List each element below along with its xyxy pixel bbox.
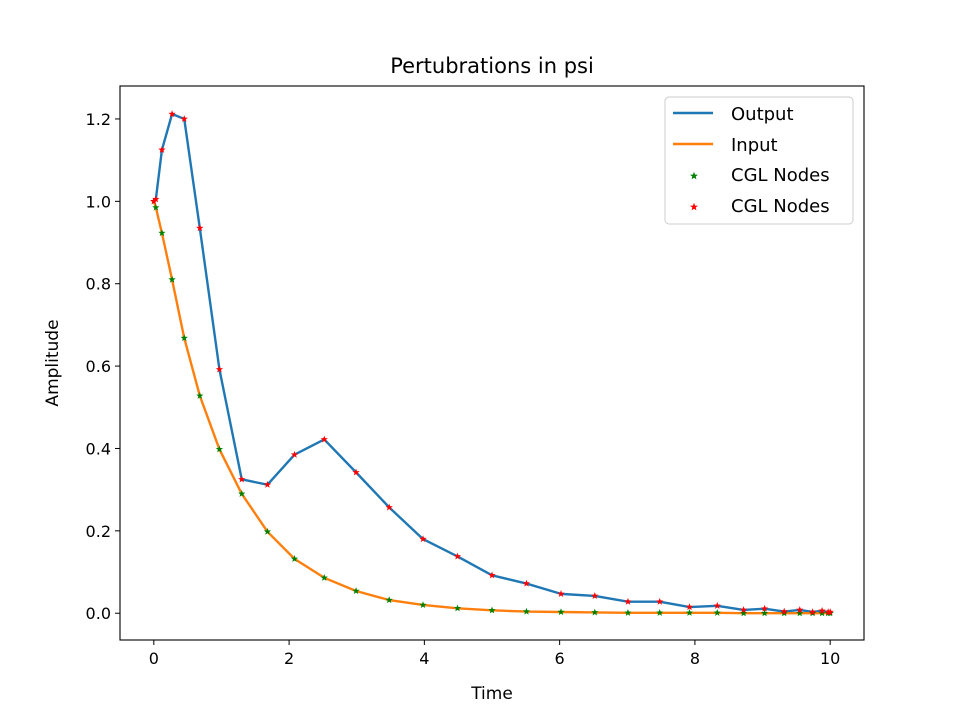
cgl-node-point [168,110,176,118]
legend-box [664,96,854,225]
cgl-node-point [238,489,246,497]
cgl-node-point [320,435,328,443]
cgl-node-point [760,604,769,612]
x-tick-label: 0 [149,649,159,668]
cgl-node-point [263,527,272,535]
cgl-node-point [796,606,804,614]
cgl-node-point [290,450,299,458]
cgl-node-point [656,609,664,616]
legend-swatch-star [690,171,698,180]
cgl-node-point [591,608,599,616]
legend-label: CGL Nodes [731,196,830,217]
cgl-node-point [713,602,721,609]
legend-label: Output [731,104,794,125]
y-axis-label: Amplitude [43,319,63,406]
cgl-node-point [826,608,834,616]
cgl-node-point [320,574,328,581]
series-line-input [152,200,831,615]
cgl-node-point [352,587,360,595]
legend-swatch-star [690,202,698,211]
legend-label: CGL Nodes [731,165,830,186]
x-axis-label: Time [470,684,513,704]
cgl-node-point [152,203,160,211]
cgl-node-point [818,606,826,614]
cgl-node-point [488,606,496,614]
cgl-node-point [180,334,188,342]
x-tick-label: 8 [690,649,700,668]
cgl-node-point [180,115,188,123]
y-tick-label: 0.6 [86,357,111,376]
x-tick-label: 2 [284,649,294,668]
x-tick-label: 10 [820,649,840,668]
cgl-node-point [713,609,721,616]
cgl-node-point [168,275,176,283]
plot-area [150,110,834,617]
cgl-node-point [739,606,748,614]
cgl-node-point [656,597,664,605]
cgl-node-point [557,608,565,616]
cgl-node-point [385,503,393,511]
cgl-node-point [522,607,531,615]
y-axis: 0.0 0.2 0.4 0.6 0.8 1.0 1.2 [86,110,120,623]
cgl-node-point [385,596,393,604]
x-axis: 0 2 4 6 8 10 [149,640,840,668]
cgl-node-point [808,608,817,616]
cgl-node-point [419,535,427,543]
cgl-node-point [796,609,804,617]
cgl-node-point [624,597,632,605]
cgl-node-point [453,604,462,612]
legend: Output Input CGL Nodes CGL Nodes [664,96,854,225]
cgl-node-point [263,480,272,488]
y-tick-label: 1.2 [86,110,111,129]
y-tick-label: 0.8 [86,275,111,294]
cgl-node-point [591,592,599,599]
cgl-node-point [453,552,462,560]
cgl-node-point [158,229,166,237]
cgl-node-point [818,609,826,617]
cgl-node-point [215,445,224,453]
y-tick-label: 1.0 [86,192,111,211]
cgl-node-point [290,555,299,562]
cgl-node-point [522,579,531,587]
x-tick-label: 4 [419,649,429,668]
cgl-node-point [624,609,632,616]
y-tick-label: 0.4 [86,439,111,458]
chart-title: Pertubrations in psi [390,54,594,78]
cgl-node-point [557,590,565,597]
legend-label: Input [731,135,778,156]
cgl-node-point [419,601,427,609]
cgl-node-point [152,195,160,203]
cgl-node-point [196,391,204,399]
cgl-node-point [215,365,224,373]
cgl-node-point [352,468,360,476]
y-tick-label: 0.2 [86,522,111,541]
axes-frame [119,85,865,641]
cgl-node-point [238,475,246,483]
cgl-node-point [488,571,496,579]
cgl-node-point [685,603,694,611]
cgl-node-point [158,146,166,153]
cgl-node-point [150,197,158,205]
cgl-node-point [196,224,204,232]
x-tick-label: 6 [555,649,565,668]
cgl-node-point [760,609,769,617]
y-tick-label: 0.0 [86,604,111,623]
cgl-node-point [739,609,748,617]
cgl-node-point [685,609,694,616]
cgl-node-point [780,607,788,615]
